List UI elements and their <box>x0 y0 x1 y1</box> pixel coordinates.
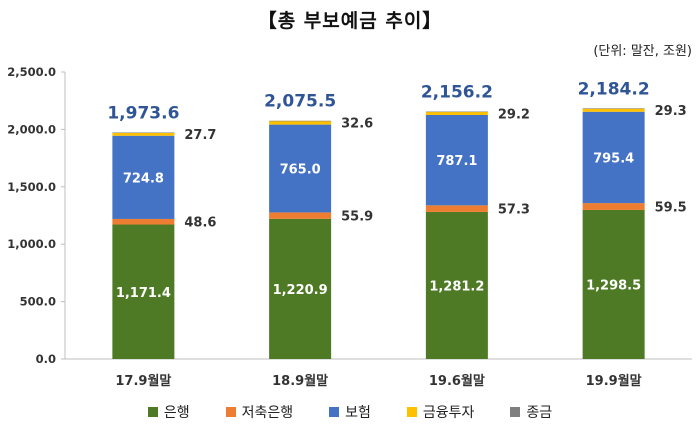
bar-data-label: 29.3 <box>655 104 687 119</box>
bar-data-label: 48.6 <box>184 216 216 231</box>
bar-data-label: 1,171.4 <box>116 286 171 301</box>
y-tick-label: 1,000.0 <box>7 237 56 251</box>
legend: 은행 저축은행 보험 금융투자 종금 <box>0 402 700 422</box>
bar-segment-3 <box>269 124 332 213</box>
bar-segment-5 <box>269 120 332 122</box>
bar-data-label: 55.9 <box>341 210 373 225</box>
unit-note: (단위: 말잔, 조원) <box>593 44 692 59</box>
legend-label: 저축은행 <box>241 405 294 421</box>
bar-segment-2 <box>269 212 332 219</box>
x-tick-label: 19.9월말 <box>586 373 642 389</box>
bar-segment-5 <box>582 108 645 109</box>
bar-segment-3 <box>425 114 488 206</box>
bar-segment-4 <box>112 132 175 136</box>
bar-segment-4 <box>269 120 332 125</box>
legend-item: 저축은행 <box>225 402 294 422</box>
y-tick-label: 1,500.0 <box>7 180 56 194</box>
bar-data-label: 27.7 <box>184 128 216 143</box>
bar-segment-1 <box>425 211 488 359</box>
x-tick-label: 17.9월말 <box>115 373 171 389</box>
y-tick-label: 0.0 <box>36 352 56 366</box>
bar-data-label: 795.4 <box>593 151 634 166</box>
bar-data-label: 1,281.2 <box>429 279 484 294</box>
bar-data-label: 32.6 <box>341 117 373 132</box>
bar-segment-2 <box>582 203 645 210</box>
bar-segment-1 <box>112 224 175 359</box>
bar-data-label: 57.3 <box>498 203 530 218</box>
bar-segment-5 <box>425 111 488 113</box>
legend-item: 보험 <box>329 402 371 422</box>
bar-data-label: 765.0 <box>280 163 321 178</box>
x-tick-label: 18.9월말 <box>272 373 328 389</box>
legend-swatch <box>329 407 340 417</box>
bar-segment-1 <box>269 218 332 359</box>
legend-label: 은행 <box>163 405 190 421</box>
legend-label: 금융투자 <box>422 405 475 421</box>
bar-total-label: 2,184.2 <box>578 79 650 99</box>
legend-swatch <box>147 407 158 417</box>
x-tick-label: 19.6월말 <box>429 373 485 389</box>
legend-label: 보험 <box>345 405 371 421</box>
legend-swatch <box>510 407 521 417</box>
bar-data-label: 59.5 <box>655 201 687 216</box>
y-tick-label: 500.0 <box>20 295 56 309</box>
legend-swatch <box>225 407 236 417</box>
legend-item: 금융투자 <box>406 402 475 422</box>
y-tick-label: 2,000.0 <box>7 122 56 136</box>
bar-segment-3 <box>582 111 645 204</box>
bar-total-label: 2,075.5 <box>264 92 336 112</box>
bar-total-label: 1,973.6 <box>107 103 179 123</box>
bar-data-label: 787.1 <box>436 154 477 169</box>
legend-item: 종금 <box>510 402 552 422</box>
bar-data-label: 1,220.9 <box>273 283 328 298</box>
bar-data-label: 1,298.5 <box>586 278 641 293</box>
legend-label: 종금 <box>526 405 553 421</box>
bar-segment-2 <box>112 218 175 225</box>
bar-segment-1 <box>582 209 645 359</box>
y-tick-label: 2,500.0 <box>7 65 56 79</box>
bar-segment-4 <box>582 108 645 112</box>
bar-total-label: 2,156.2 <box>421 82 493 102</box>
chart-title: 【총 부보예금 추이】 <box>257 10 443 32</box>
bar-segment-2 <box>425 205 488 212</box>
bar-segment-4 <box>425 111 488 115</box>
legend-item: 은행 <box>147 402 190 422</box>
bar-data-label: 29.2 <box>498 107 530 122</box>
bar-segment-5 <box>112 132 175 133</box>
legend-swatch <box>406 407 417 417</box>
bar-segment-3 <box>112 135 175 219</box>
bar-data-label: 724.8 <box>123 171 164 186</box>
